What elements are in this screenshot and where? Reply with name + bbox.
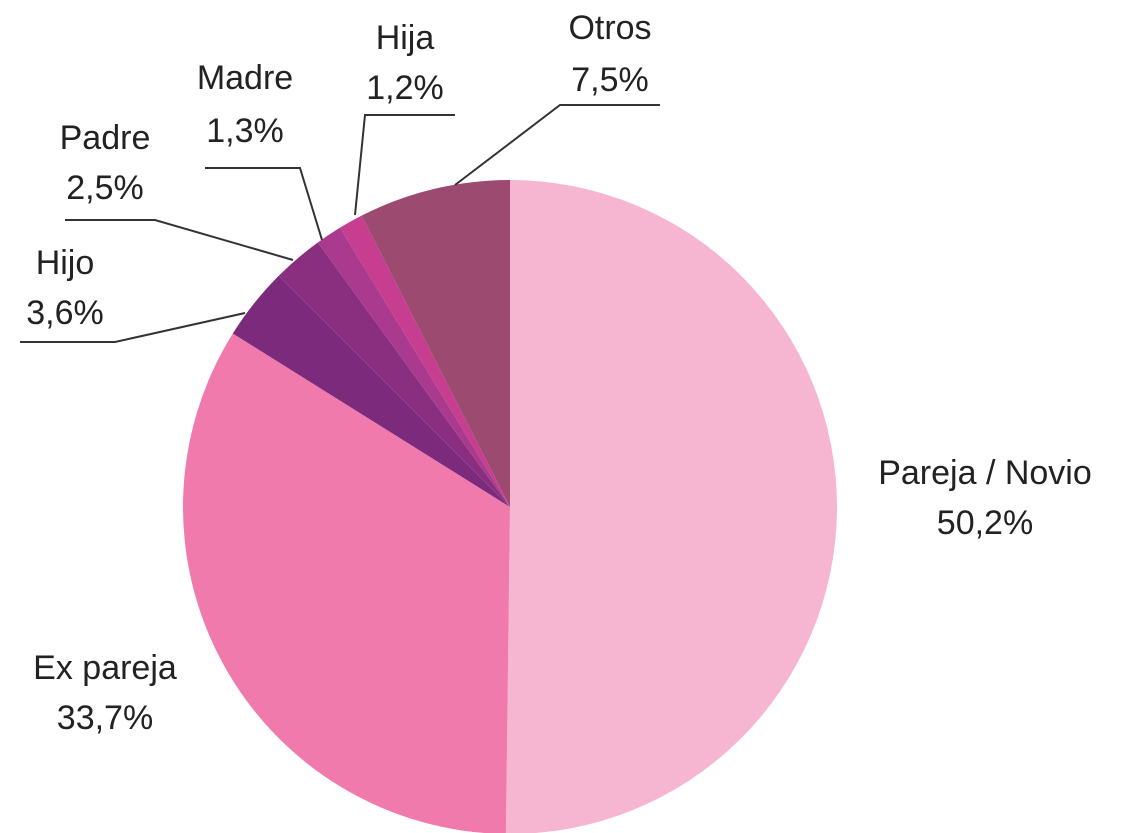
slice-value-label: 50,2% [937,504,1033,542]
slice-value-label: 7,5% [571,61,649,99]
leader-line [20,312,246,343]
slice-value-label: 1,2% [366,69,444,107]
slice-value-label: 2,5% [66,169,144,207]
slice-label: Otros [568,9,651,47]
slice-label: Pareja / Novio [878,454,1092,492]
pie-slice [317,227,510,507]
pie-slice [505,180,837,833]
pie-slice [232,275,510,507]
pie-slice [340,215,510,507]
pie-slice [361,180,510,507]
slice-value-label: 1,3% [206,112,284,150]
slice-label: Ex pareja [33,649,177,687]
leader-line [205,167,323,241]
slice-value-label: 3,6% [26,294,104,332]
slice-value-label: 33,7% [57,699,153,737]
pie-slice [278,242,510,507]
pie-slice [183,333,510,833]
leader-line [454,104,660,186]
leader-line [354,114,455,216]
slice-label: Madre [197,59,293,97]
leader-line [65,219,294,261]
slice-label: Padre [60,119,151,157]
slice-label: Hija [376,19,435,57]
slice-label: Hijo [36,244,95,282]
